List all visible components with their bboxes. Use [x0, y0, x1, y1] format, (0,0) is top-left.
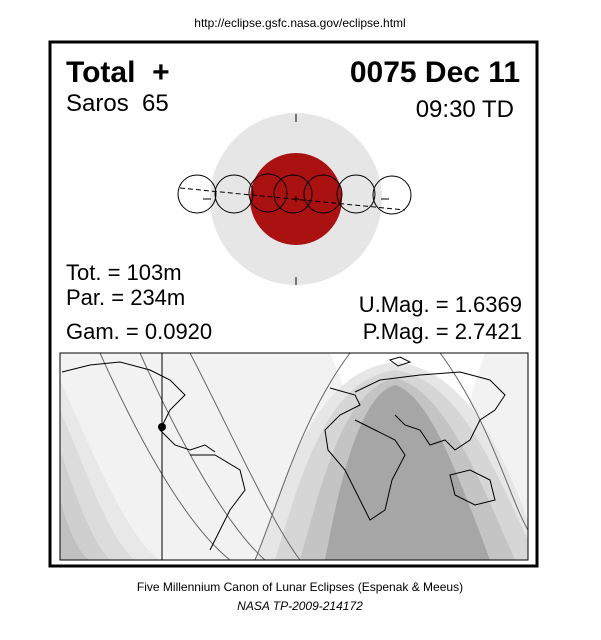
source-url: http://eclipse.gsfc.nasa.gov/eclipse.htm…	[194, 16, 405, 30]
eclipse-date: 0075 Dec 11	[350, 56, 520, 89]
world-map	[59, 352, 529, 561]
partial-duration: Par. = 234m	[66, 285, 185, 310]
axis-ticks	[203, 114, 389, 285]
coastlines	[61, 356, 506, 551]
gamma: Gam. = 0.0920	[66, 319, 212, 344]
moon-positions	[177, 173, 412, 215]
saros: Saros 65	[66, 90, 169, 117]
penumbral-magnitude: P.Mag. = 2.7421	[363, 319, 522, 344]
total-duration: Tot. = 103m	[66, 260, 182, 285]
footer-reference: NASA TP-2009-214172	[237, 599, 363, 613]
eclipse-geometry	[177, 113, 412, 285]
moon-path	[179, 187, 406, 211]
eclipse-type: Total +	[66, 56, 170, 89]
footer-title: Five Millennium Canon of Lunar Eclipses …	[137, 580, 463, 594]
umbral-magnitude: U.Mag. = 1.6369	[359, 292, 522, 317]
eclipse-time: 09:30 TD	[416, 96, 514, 123]
